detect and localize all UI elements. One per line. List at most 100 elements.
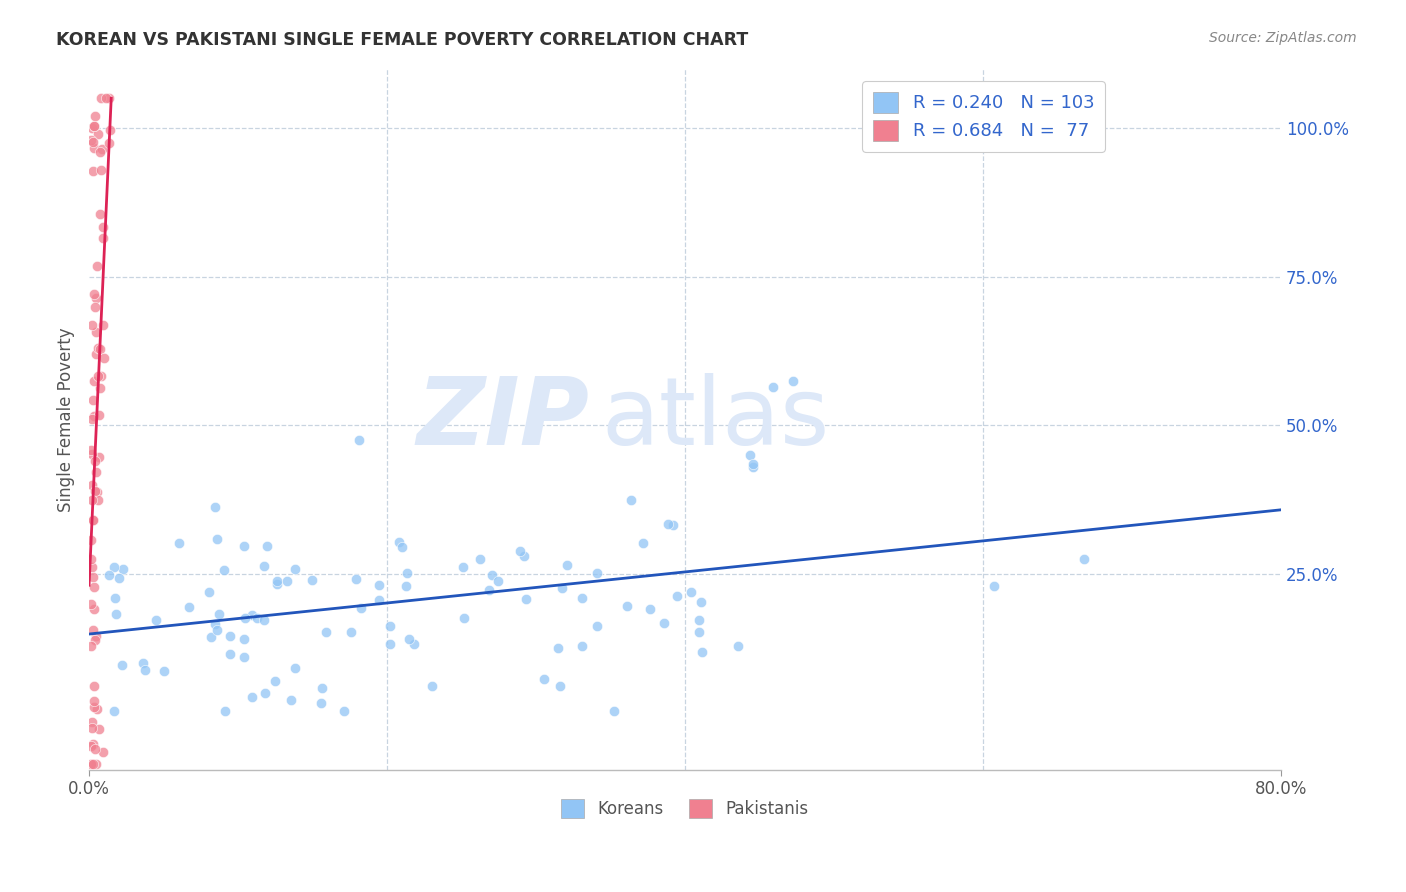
Point xyxy=(93,318,115,332)
Point xyxy=(80,412,103,426)
Point xyxy=(83,409,105,424)
Point xyxy=(232,632,254,647)
Point xyxy=(79,597,101,611)
Point xyxy=(145,613,167,627)
Point xyxy=(616,599,638,613)
Point xyxy=(87,409,110,423)
Point xyxy=(368,593,391,607)
Point xyxy=(89,722,111,736)
Point xyxy=(167,536,190,550)
Point xyxy=(84,109,107,123)
Point xyxy=(83,141,105,155)
Point xyxy=(315,625,337,640)
Point xyxy=(84,757,107,772)
Point xyxy=(350,600,373,615)
Point xyxy=(198,585,221,599)
Point xyxy=(253,558,276,573)
Point xyxy=(266,577,288,591)
Point xyxy=(132,656,155,670)
Point xyxy=(177,600,200,615)
Point xyxy=(453,611,475,625)
Point xyxy=(515,591,537,606)
Point xyxy=(391,540,413,554)
Point xyxy=(80,715,103,730)
Point xyxy=(688,625,710,640)
Point xyxy=(98,91,121,105)
Point xyxy=(84,742,107,756)
Point xyxy=(82,477,104,491)
Point xyxy=(87,369,110,384)
Point xyxy=(631,535,654,549)
Point xyxy=(87,127,110,141)
Point xyxy=(86,260,108,274)
Point xyxy=(555,558,578,572)
Point xyxy=(86,484,108,499)
Point xyxy=(276,574,298,588)
Y-axis label: Single Female Poverty: Single Female Poverty xyxy=(58,327,75,512)
Point xyxy=(782,374,804,388)
Point xyxy=(87,450,110,464)
Point xyxy=(112,562,135,576)
Point xyxy=(91,220,114,235)
Point xyxy=(690,595,713,609)
Point xyxy=(603,704,626,718)
Point xyxy=(83,120,105,134)
Point xyxy=(233,540,256,554)
Point xyxy=(80,721,103,735)
Point xyxy=(742,457,765,471)
Point xyxy=(80,639,103,653)
Point xyxy=(80,493,103,508)
Point xyxy=(82,135,104,149)
Text: ZIP: ZIP xyxy=(416,373,589,466)
Point xyxy=(86,466,108,480)
Point xyxy=(84,629,107,643)
Point xyxy=(82,164,104,178)
Point xyxy=(134,663,156,677)
Point xyxy=(83,700,105,714)
Point xyxy=(738,448,761,462)
Point xyxy=(571,640,593,654)
Point xyxy=(82,737,104,751)
Point xyxy=(82,513,104,527)
Point xyxy=(82,318,104,332)
Point xyxy=(727,639,749,653)
Point xyxy=(82,757,104,772)
Point xyxy=(284,661,307,675)
Point xyxy=(90,162,112,177)
Point xyxy=(98,136,121,151)
Point xyxy=(652,616,675,631)
Point xyxy=(983,579,1005,593)
Point xyxy=(741,459,763,474)
Text: KOREAN VS PAKISTANI SINGLE FEMALE POVERTY CORRELATION CHART: KOREAN VS PAKISTANI SINGLE FEMALE POVERT… xyxy=(56,31,748,49)
Point xyxy=(619,492,641,507)
Point xyxy=(89,145,111,160)
Point xyxy=(396,566,419,580)
Point xyxy=(80,443,103,458)
Point xyxy=(571,591,593,606)
Point xyxy=(111,657,134,672)
Point xyxy=(83,694,105,708)
Point xyxy=(84,300,107,314)
Point xyxy=(91,142,114,156)
Point xyxy=(80,533,103,547)
Point xyxy=(420,679,443,693)
Point xyxy=(253,613,276,627)
Point xyxy=(86,701,108,715)
Point xyxy=(83,632,105,647)
Point xyxy=(388,535,411,549)
Point xyxy=(80,739,103,753)
Point xyxy=(681,585,703,599)
Point xyxy=(398,632,420,647)
Point xyxy=(83,286,105,301)
Point xyxy=(309,696,332,710)
Point xyxy=(89,382,111,396)
Point xyxy=(266,574,288,588)
Point xyxy=(82,447,104,461)
Point xyxy=(214,564,236,578)
Point xyxy=(89,343,111,357)
Point xyxy=(204,500,226,514)
Point xyxy=(333,704,356,718)
Point xyxy=(666,589,689,603)
Point xyxy=(89,207,111,221)
Point xyxy=(82,623,104,637)
